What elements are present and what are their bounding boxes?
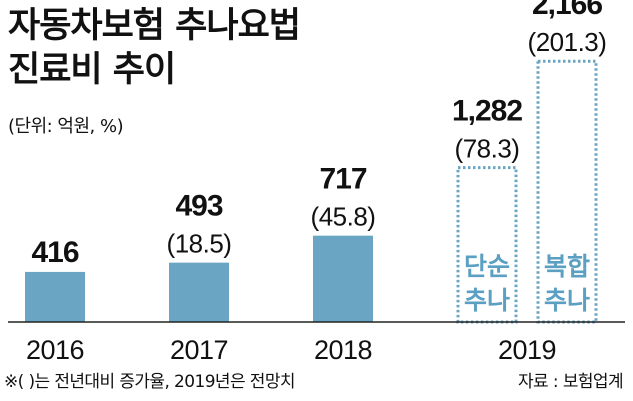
- x-tick-label-2016: 2016: [26, 335, 84, 365]
- x-tick-label-2018: 2018: [314, 335, 372, 365]
- unit-label: (단위: 억원, %): [8, 116, 124, 137]
- bar-2019-4: [536, 59, 598, 324]
- x-tick-label-2017: 2017: [170, 335, 228, 365]
- source-note: 자료 : 보험업계: [518, 372, 624, 392]
- growth-label-2017: (18.5): [167, 229, 232, 259]
- bar-2017: [169, 262, 229, 322]
- growth-label-2019-4: (201.3): [528, 27, 607, 57]
- chart-title: 자동차보험 추나요법 진료비 추이: [8, 4, 301, 92]
- value-label-2019-4: 2,166: [532, 0, 602, 21]
- growth-label-2019-3: (78.3): [455, 134, 520, 164]
- inside-label-2019-3-0: 단순: [464, 253, 510, 281]
- chart-title-line-2: 진료비 추이: [8, 50, 176, 90]
- value-label-2016: 416: [31, 236, 78, 269]
- x-tick-label-2019: 2019: [498, 335, 556, 365]
- value-label-2017: 493: [175, 190, 222, 223]
- inside-label-2019-4-0: 복합: [544, 253, 590, 281]
- inside-label-2019-3-1: 추나: [464, 287, 510, 315]
- inside-label-2019-4-1: 추나: [544, 287, 590, 315]
- value-label-2019-3: 1,282: [452, 95, 522, 128]
- footnote: ※( )는 전년대비 증가율, 2019년은 전망치: [4, 372, 296, 392]
- chart-title-line-1: 자동차보험 추나요법: [8, 6, 301, 46]
- value-label-2018: 717: [319, 163, 366, 196]
- growth-label-2018: (45.8): [311, 202, 376, 232]
- bar-2018: [313, 235, 373, 322]
- bar-2016: [25, 271, 85, 322]
